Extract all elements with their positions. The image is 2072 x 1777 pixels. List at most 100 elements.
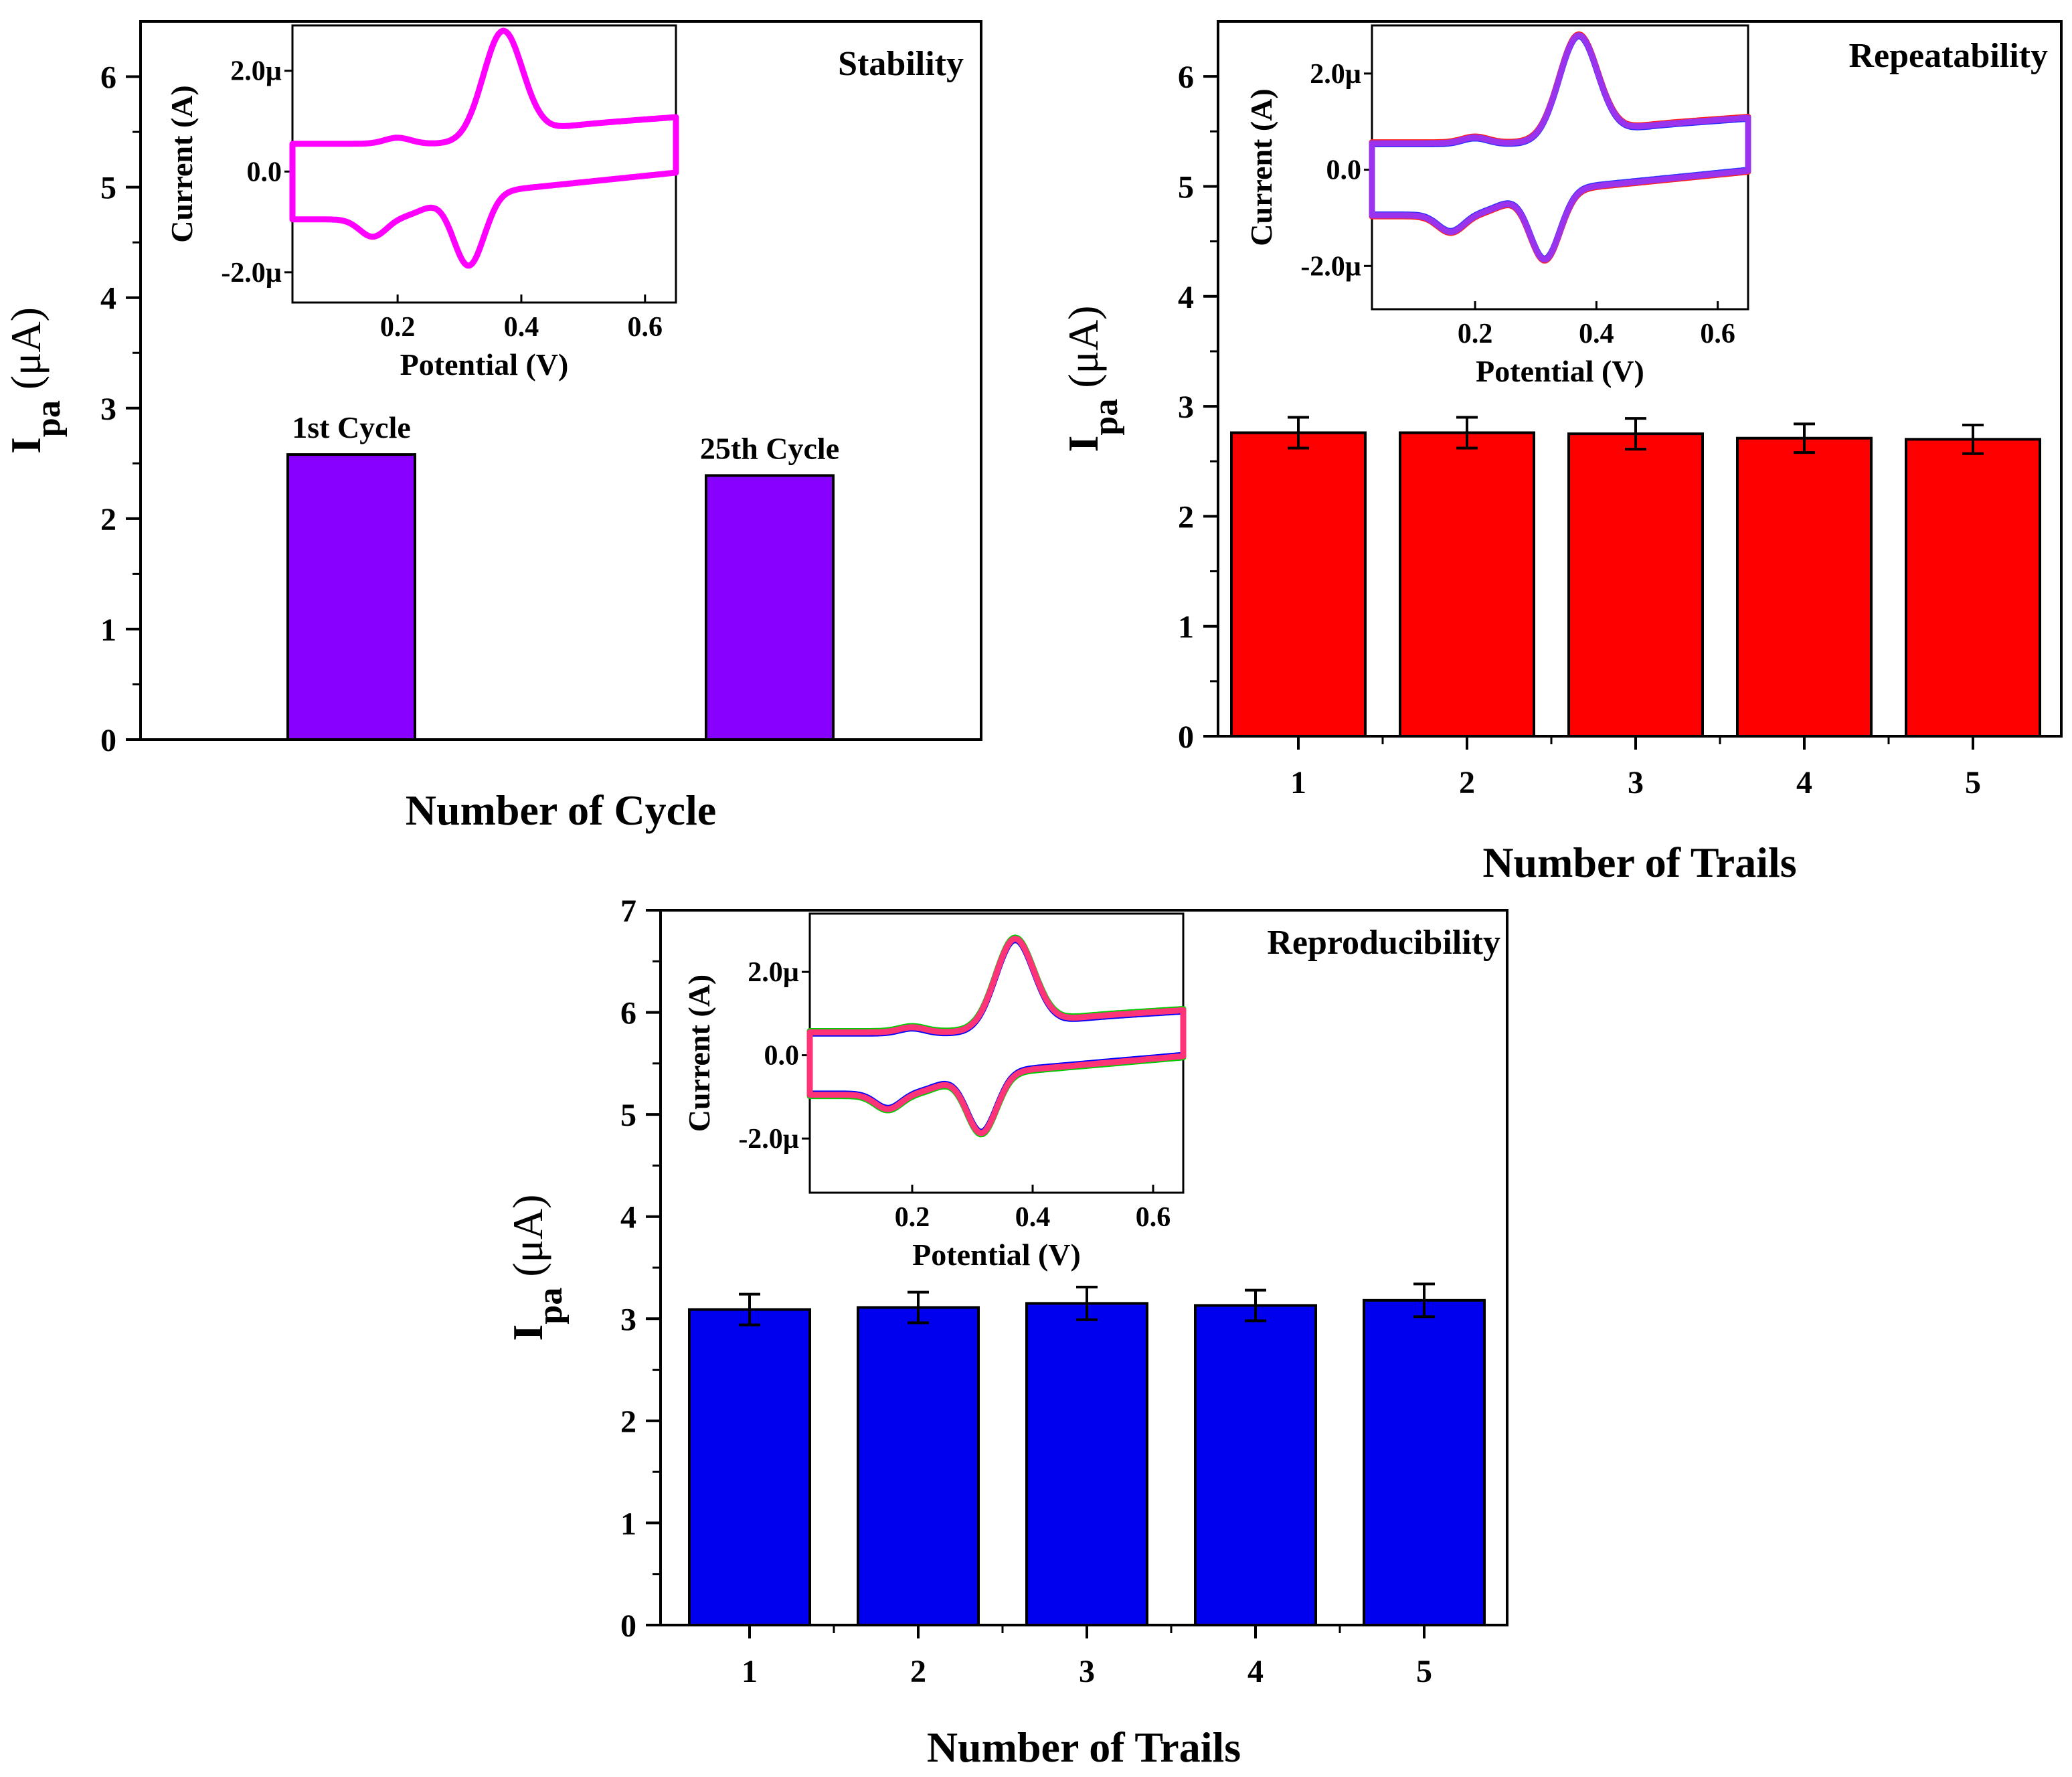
y-tick-label: 4 xyxy=(100,281,116,317)
y-axis-title-unit: (μA) xyxy=(1059,306,1107,399)
y-tick-label: 2 xyxy=(100,502,116,537)
bar xyxy=(1399,431,1535,738)
panel-reproducibility: 0 1 2 3 4 5 6 7 Ipa (μA) Number of Trails 1 2 3 4 5 Rep… xyxy=(504,894,1508,1771)
bar xyxy=(1363,1298,1486,1627)
inset-y-tick-label: -2.0µ xyxy=(1300,251,1361,282)
y-tick-label: 2 xyxy=(1178,499,1194,535)
y-tick-label: 3 xyxy=(1178,390,1194,425)
inset-cv-plot: 0.2 0.4 0.6 -2.0µ 0.0 2.0µ Potential (V) Curren… xyxy=(165,24,679,382)
inset-y-axis-title: Current (A) xyxy=(1244,88,1278,246)
y-axis-title-sub: pa xyxy=(531,1288,570,1325)
inset-x-axis-title: Potential (V) xyxy=(400,347,569,382)
x-tick-label: 3 xyxy=(1079,1654,1095,1689)
y-tick-label: 0 xyxy=(100,723,116,758)
x-axis-title: Number of Trails xyxy=(927,1723,1241,1771)
x-tick-label: 2 xyxy=(1459,765,1475,800)
inset-x-tick-label: 0.4 xyxy=(1579,319,1614,349)
y-axis-title-unit: (μA) xyxy=(504,1195,551,1288)
y-tick-label: 5 xyxy=(1178,169,1194,205)
y-axis-title-sub: pa xyxy=(29,400,68,437)
y-tick-label: 6 xyxy=(620,996,636,1031)
y-axis-title: Ipa (μA) xyxy=(2,307,68,454)
y-axis-title: Ipa (μA) xyxy=(1059,306,1125,452)
x-tick-label: 5 xyxy=(1965,765,1981,800)
x-tick-label: 1 xyxy=(742,1654,758,1689)
y-tick-label: 1 xyxy=(100,612,116,648)
x-axis-title: Number of Trails xyxy=(1482,839,1796,886)
inset-y-tick-label: 0.0 xyxy=(1326,155,1362,186)
inset-x-tick-label: 0.2 xyxy=(380,312,416,343)
y-tick-label: 6 xyxy=(1178,60,1194,95)
plot-frame xyxy=(139,20,982,741)
inset-x-tick-label: 0.2 xyxy=(1458,319,1493,349)
inset-y-axis-title: Current (A) xyxy=(165,85,199,242)
inset-x-tick-label: 0.4 xyxy=(504,312,539,343)
x-tick-label: 4 xyxy=(1796,765,1812,800)
inset-cv-curve xyxy=(1369,32,1751,263)
inset-cv-plot: 0.2 0.4 0.6 -2.0µ 0.0 2.0µ Potential (V) Curren… xyxy=(1244,24,1751,388)
panel-title: Repeatability xyxy=(1848,37,2048,75)
y-tick-label: 5 xyxy=(100,171,116,206)
y-tick-label: 1 xyxy=(1178,610,1194,645)
y-tick-label: 6 xyxy=(100,60,116,96)
y-tick-label: 5 xyxy=(620,1098,636,1133)
y-tick-label: 0 xyxy=(620,1608,636,1644)
panel-title: Stability xyxy=(838,45,964,83)
bar xyxy=(1194,1304,1317,1626)
x-tick-label: 1 xyxy=(1290,765,1306,800)
inset-cv-curve xyxy=(806,936,1187,1136)
inset-cv-curve xyxy=(289,27,679,269)
y-axis-title-sub: pa xyxy=(1087,399,1125,436)
y-tick-label: 3 xyxy=(100,392,116,427)
inset-y-tick-label: -2.0µ xyxy=(738,1124,799,1155)
x-tick-label: 5 xyxy=(1416,1654,1432,1689)
inset-x-tick-label: 0.6 xyxy=(628,312,663,343)
bar-annotation: 25th Cycle xyxy=(700,431,839,465)
inset-x-tick-label: 0.6 xyxy=(1700,319,1735,349)
y-axis-title-unit: (μA) xyxy=(2,307,50,400)
panel-stability: 0 1 2 3 4 5 6 Ipa (μA) Number of Cycle 1st Cycle 2… xyxy=(2,20,982,834)
inset-y-tick-label: -2.0µ xyxy=(221,258,282,288)
inset-y-tick-label: 0.0 xyxy=(764,1041,800,1072)
bar xyxy=(1736,436,1873,738)
inset-y-tick-label: 2.0µ xyxy=(230,56,282,87)
inset-x-tick-label: 0.2 xyxy=(895,1202,930,1233)
bar xyxy=(1230,431,1367,738)
y-tick-label: 4 xyxy=(620,1200,636,1236)
bar xyxy=(857,1306,980,1626)
y-axis-title: Ipa (μA) xyxy=(504,1195,570,1341)
inset-x-axis-title: Potential (V) xyxy=(912,1238,1081,1272)
y-tick-label: 7 xyxy=(620,894,636,929)
bar xyxy=(705,474,835,741)
inset-x-axis-title: Potential (V) xyxy=(1476,354,1644,388)
inset-x-tick-label: 0.4 xyxy=(1015,1202,1051,1233)
bar-annotation: 1st Cycle xyxy=(292,410,411,444)
x-tick-label: 4 xyxy=(1247,1654,1264,1689)
inset-y-tick-label: 0.0 xyxy=(247,157,282,187)
y-tick-label: 4 xyxy=(1178,280,1194,315)
y-tick-label: 2 xyxy=(620,1404,636,1440)
y-tick-label: 1 xyxy=(620,1506,636,1541)
y-axis-title-main: I xyxy=(2,437,50,454)
inset-y-tick-label: 2.0µ xyxy=(1310,59,1361,90)
x-axis-title: Number of Cycle xyxy=(406,786,717,834)
y-axis-title-main: I xyxy=(504,1325,551,1341)
y-tick-label: 0 xyxy=(1178,720,1194,755)
x-tick-label: 3 xyxy=(1628,765,1644,800)
x-tick-label: 2 xyxy=(910,1654,926,1689)
y-tick-label: 3 xyxy=(620,1302,636,1337)
bar xyxy=(688,1308,811,1627)
panel-repeatability: 0 1 2 3 4 5 6 Ipa (μA) Number of Trails 1 2 3 4 5 Repe… xyxy=(1059,20,2063,886)
bar xyxy=(1905,438,2041,738)
inset-y-tick-label: 2.0µ xyxy=(748,957,799,988)
y-axis-title-main: I xyxy=(1059,436,1107,452)
inset-cv-plot: 0.2 0.4 0.6 -2.0µ 0.0 2.0µ Potential (V) Curren… xyxy=(682,912,1187,1272)
inset-x-tick-label: 0.6 xyxy=(1136,1202,1171,1233)
bar xyxy=(286,453,416,742)
panel-title: Reproducibility xyxy=(1267,924,1500,962)
inset-frame xyxy=(808,912,1185,1194)
bar xyxy=(1025,1302,1148,1627)
bar xyxy=(1567,432,1704,738)
inset-y-axis-title: Current (A) xyxy=(682,975,716,1132)
